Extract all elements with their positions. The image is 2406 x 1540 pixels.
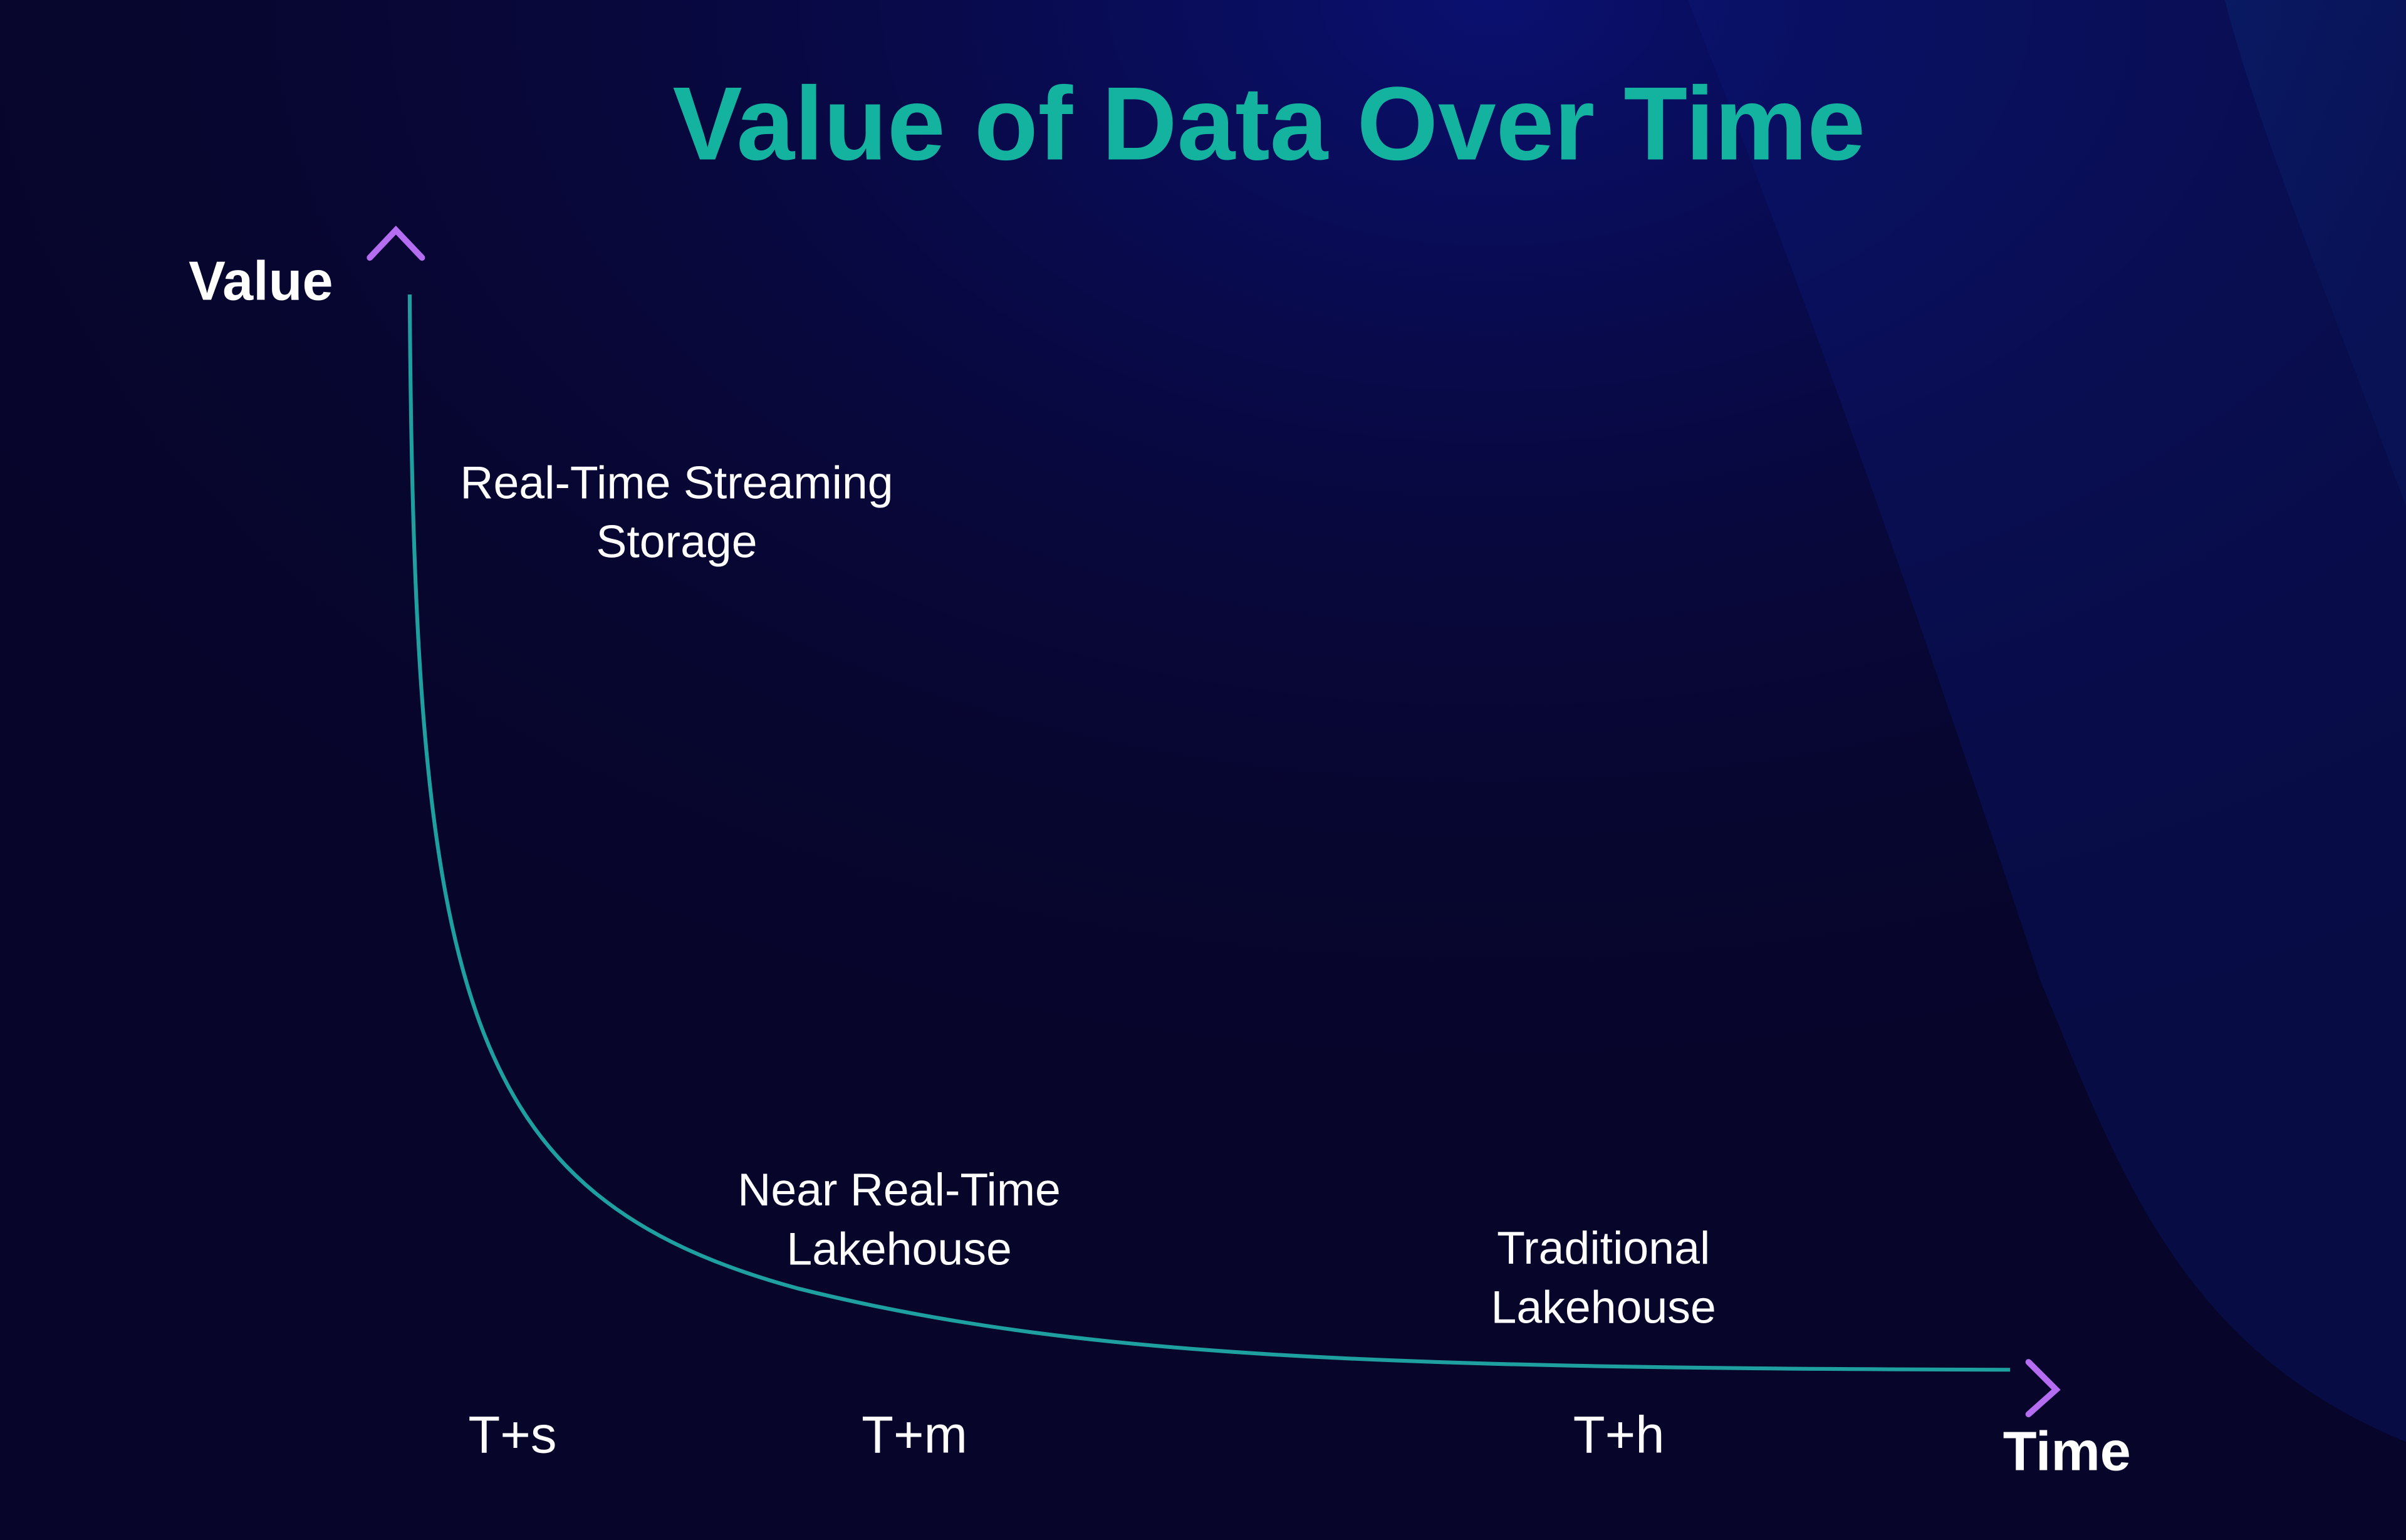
annotation-line: Real-Time Streaming bbox=[460, 457, 893, 508]
value-curve bbox=[407, 294, 2011, 1372]
time-mark: T+m bbox=[862, 1405, 967, 1464]
annotation-line: Lakehouse bbox=[786, 1223, 1011, 1274]
title: Value of Data Over Time bbox=[673, 66, 1866, 182]
x-axis-label: Time bbox=[2003, 1420, 2131, 1482]
annotation-line: Near Real-Time bbox=[737, 1164, 1061, 1215]
time-mark: T+s bbox=[468, 1405, 556, 1464]
annotations: Real-Time Streaming Storage Near Real-Time… bbox=[460, 457, 1716, 1333]
annotation-line: Traditional bbox=[1497, 1222, 1710, 1274]
time-marks: T+s T+m T+h bbox=[468, 1405, 1664, 1464]
x-axis-arrow bbox=[2025, 1359, 2061, 1418]
annotation-line: Storage bbox=[596, 516, 757, 568]
background-shape bbox=[1350, 0, 2406, 1442]
y-axis-arrow bbox=[367, 226, 425, 261]
background-shape bbox=[1687, 0, 2406, 506]
annotation-line: Lakehouse bbox=[1491, 1281, 1716, 1333]
y-axis-label: Value bbox=[189, 250, 333, 312]
time-mark: T+h bbox=[1573, 1405, 1665, 1464]
